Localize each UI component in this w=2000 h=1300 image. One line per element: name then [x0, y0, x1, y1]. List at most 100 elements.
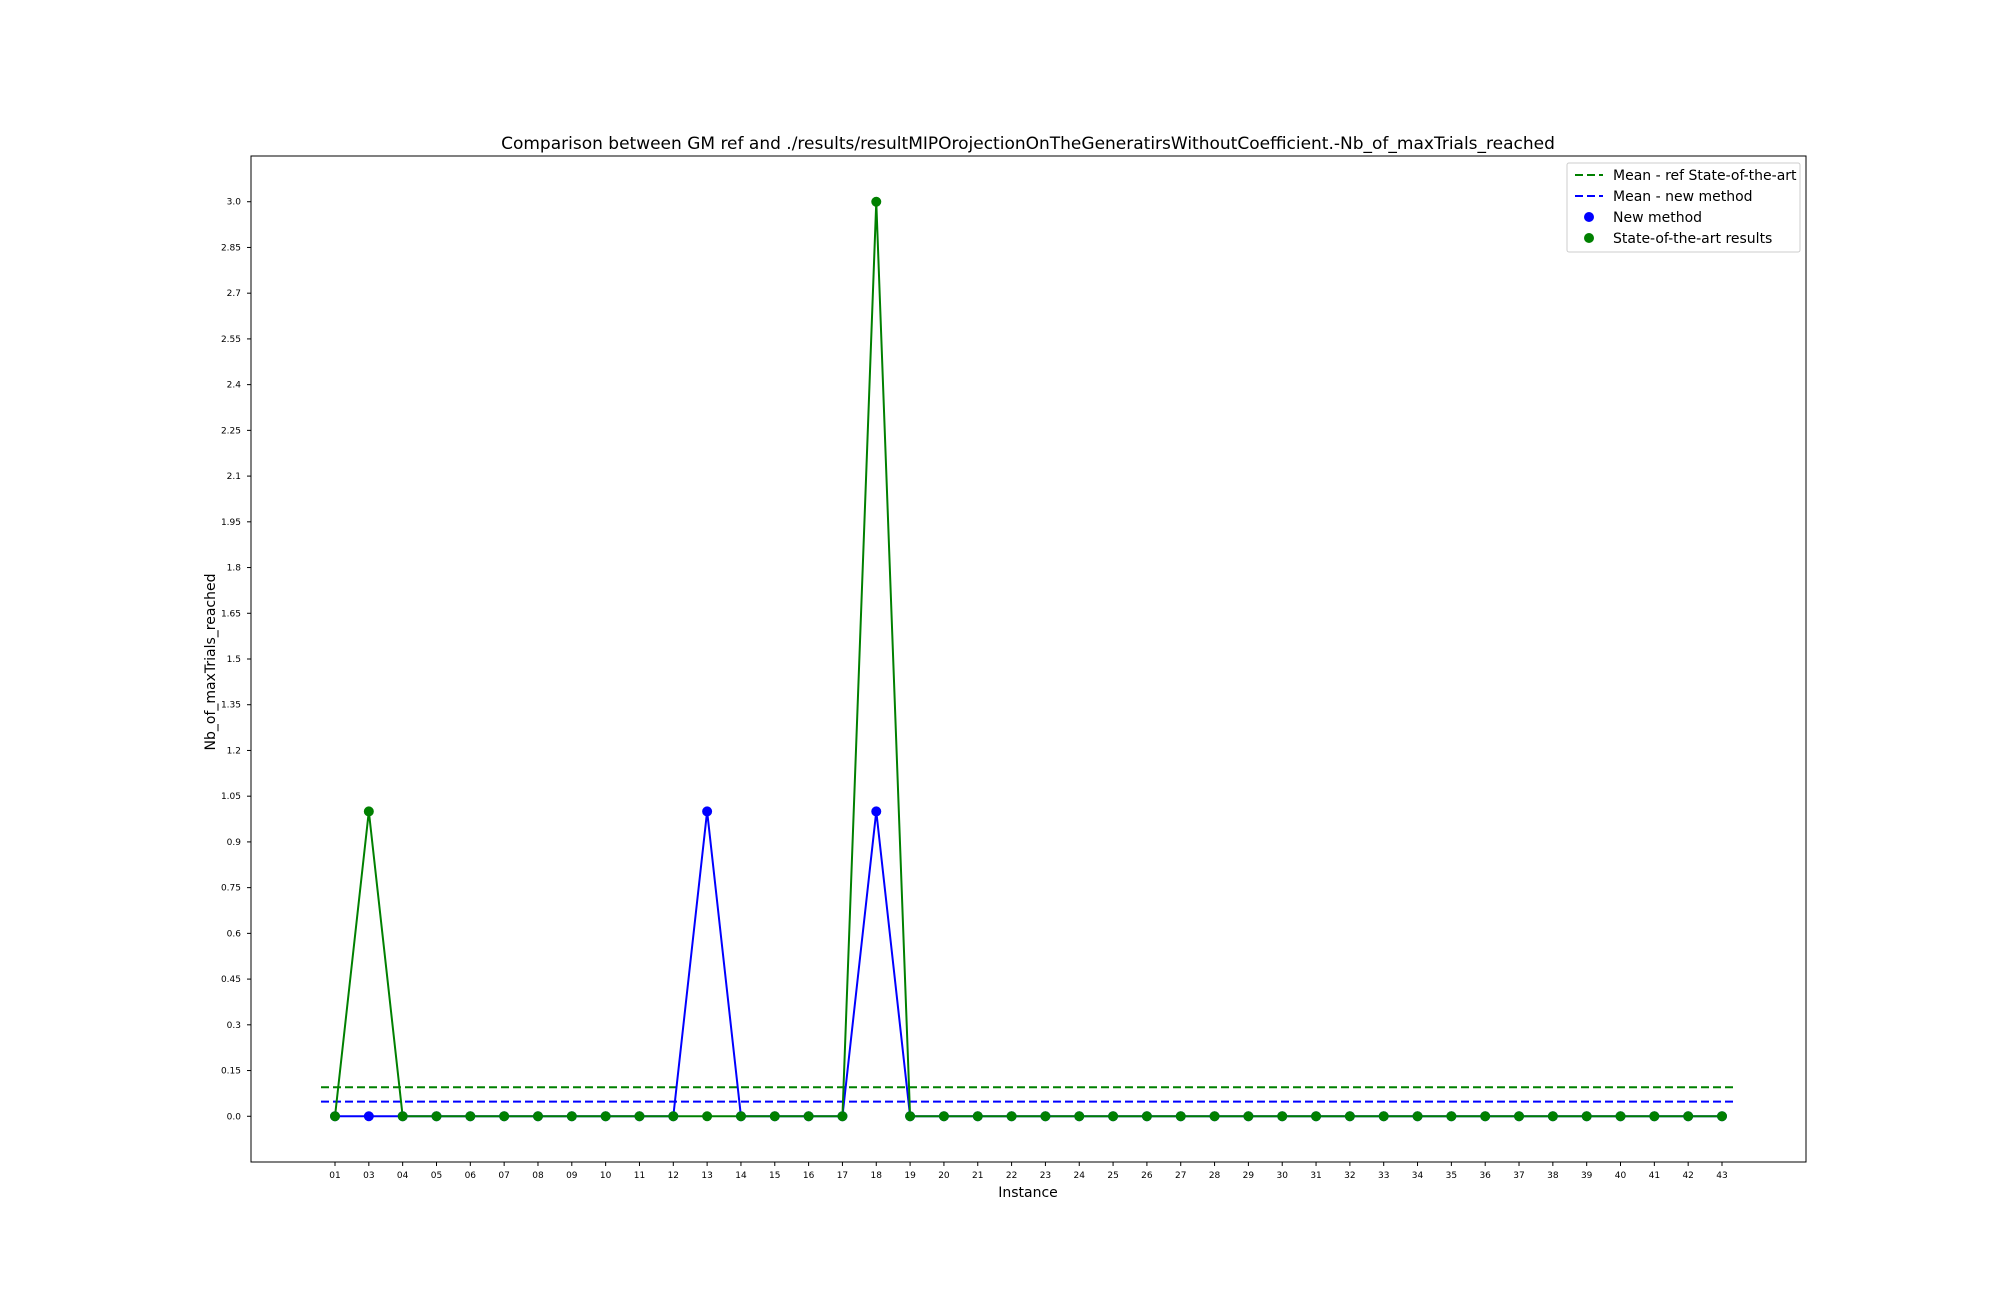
- data-point-state-of-the-art: [1717, 1111, 1727, 1122]
- y-tick-label: 1.8: [227, 564, 242, 574]
- y-tick-label: 2.25: [221, 426, 241, 436]
- data-point-state-of-the-art: [871, 196, 882, 207]
- y-tick-label: 2.4: [227, 381, 242, 391]
- y-tick-label: 1.5: [227, 655, 241, 665]
- x-tick-label: 22: [1006, 1171, 1017, 1181]
- legend-label-state-of-the-art: State-of-the-art results: [1613, 231, 1772, 247]
- data-point-state-of-the-art: [1277, 1111, 1288, 1122]
- y-tick-label: 2.55: [221, 335, 241, 345]
- data-point-state-of-the-art: [1480, 1111, 1491, 1122]
- x-tick-label: 35: [1446, 1171, 1457, 1181]
- data-point-state-of-the-art: [1581, 1111, 1592, 1122]
- x-tick-label: 19: [904, 1171, 916, 1181]
- x-tick-label: 04: [397, 1171, 409, 1181]
- x-tick-label: 41: [1649, 1171, 1660, 1181]
- x-tick-label: 25: [1107, 1171, 1118, 1181]
- legend-marker-state-of-the-art: [1584, 233, 1594, 243]
- x-tick-label: 12: [668, 1171, 679, 1181]
- data-point-state-of-the-art: [1615, 1111, 1626, 1122]
- x-tick-label: 10: [600, 1171, 612, 1181]
- data-point-state-of-the-art: [465, 1111, 476, 1122]
- data-point-state-of-the-art: [1108, 1111, 1119, 1122]
- data-point-state-of-the-art: [1446, 1111, 1457, 1122]
- y-tick-label: 2.7: [227, 289, 241, 299]
- data-point-state-of-the-art: [431, 1111, 442, 1122]
- y-tick-label: 0.0: [227, 1112, 242, 1122]
- data-point-state-of-the-art: [1243, 1111, 1254, 1122]
- y-tick-label: 0.75: [221, 884, 241, 894]
- x-tick-label: 42: [1682, 1171, 1693, 1181]
- x-tick-label: 36: [1479, 1171, 1491, 1181]
- x-tick-label: 09: [566, 1171, 578, 1181]
- y-tick-label: 1.35: [221, 701, 241, 711]
- x-tick-label: 38: [1547, 1171, 1559, 1181]
- x-tick-label: 32: [1344, 1171, 1355, 1181]
- data-point-state-of-the-art: [1649, 1111, 1660, 1122]
- y-tick-label: 1.2: [227, 746, 241, 756]
- x-tick-label: 26: [1141, 1171, 1153, 1181]
- x-tick-label: 07: [498, 1171, 509, 1181]
- data-point-state-of-the-art: [1074, 1111, 1085, 1122]
- x-tick-label: 08: [532, 1171, 544, 1181]
- x-tick-label: 30: [1276, 1171, 1288, 1181]
- x-tick-label: 43: [1716, 1171, 1727, 1181]
- data-point-state-of-the-art: [1040, 1111, 1051, 1122]
- x-tick-label: 24: [1074, 1171, 1086, 1181]
- x-tick-label: 18: [871, 1171, 883, 1181]
- data-point-new-method: [702, 806, 713, 817]
- x-tick-label: 29: [1243, 1171, 1255, 1181]
- data-point-state-of-the-art: [803, 1111, 814, 1122]
- y-tick-label: 0.15: [221, 1067, 241, 1077]
- data-point-state-of-the-art: [668, 1111, 679, 1122]
- y-tick-label: 0.9: [227, 838, 242, 848]
- x-tick-label: 27: [1175, 1171, 1186, 1181]
- data-point-state-of-the-art: [1547, 1111, 1558, 1122]
- x-tick-label: 16: [803, 1171, 815, 1181]
- x-tick-label: 39: [1581, 1171, 1593, 1181]
- x-tick-label: 11: [634, 1171, 645, 1181]
- x-tick-label: 28: [1209, 1171, 1221, 1181]
- x-tick-label: 23: [1040, 1171, 1051, 1181]
- data-point-state-of-the-art: [735, 1111, 746, 1122]
- data-point-state-of-the-art: [702, 1111, 713, 1122]
- x-axis-ticks: 01 03 04 05 06 07 08 09 10 11 12 13 14 15 16 17 18 19 20 21…: [329, 1162, 1728, 1181]
- data-point-state-of-the-art: [1514, 1111, 1525, 1122]
- x-axis-label: Instance: [998, 1185, 1058, 1201]
- y-tick-label: 3.0: [227, 198, 242, 208]
- series-line-state-of-the-art: [334, 201, 1722, 1118]
- x-tick-label: 40: [1615, 1171, 1627, 1181]
- data-point-state-of-the-art: [1344, 1111, 1355, 1122]
- data-point-state-of-the-art: [566, 1111, 577, 1122]
- y-axis-ticks: 0.0 0.15 0.3 0.45 0.6 0.75 0.9 1.05 1.2 1.35 1.5 1.…: [221, 198, 251, 1122]
- x-tick-label: 14: [735, 1171, 747, 1181]
- legend-label-new-method: New method: [1613, 210, 1702, 226]
- x-tick-label: 33: [1378, 1171, 1389, 1181]
- data-point-state-of-the-art: [1141, 1111, 1152, 1122]
- x-tick-label: 17: [837, 1171, 848, 1181]
- y-tick-label: 2.1: [227, 472, 241, 482]
- data-point-state-of-the-art: [397, 1111, 408, 1122]
- y-axis-label: Nb_of_maxTrials_reached: [203, 574, 219, 751]
- y-tick-label: 1.95: [221, 518, 241, 528]
- x-tick-label: 05: [431, 1171, 442, 1181]
- y-tick-label: 0.3: [227, 1021, 241, 1031]
- data-point-state-of-the-art: [1006, 1111, 1017, 1122]
- data-point-state-of-the-art: [1175, 1111, 1186, 1122]
- data-point-new-method: [871, 806, 882, 817]
- y-tick-label: 0.45: [221, 975, 241, 985]
- legend-label-mean-new: Mean - new method: [1613, 189, 1753, 205]
- legend: Mean - ref State-of-the-art Mean - new m…: [1566, 162, 1801, 253]
- x-tick-label: 21: [972, 1171, 983, 1181]
- y-tick-label: 0.6: [227, 929, 242, 939]
- data-point-state-of-the-art: [1311, 1111, 1322, 1122]
- legend-box: [1566, 162, 1801, 253]
- data-point-state-of-the-art: [634, 1111, 645, 1122]
- data-point-state-of-the-art: [938, 1111, 949, 1122]
- legend-label-mean-ref: Mean - ref State-of-the-art: [1613, 168, 1797, 184]
- x-tick-label: 13: [701, 1171, 712, 1181]
- data-point-state-of-the-art: [905, 1111, 916, 1122]
- data-point-state-of-the-art: [330, 1111, 340, 1122]
- data-point-state-of-the-art: [769, 1111, 780, 1122]
- y-tick-label: 2.85: [221, 243, 241, 253]
